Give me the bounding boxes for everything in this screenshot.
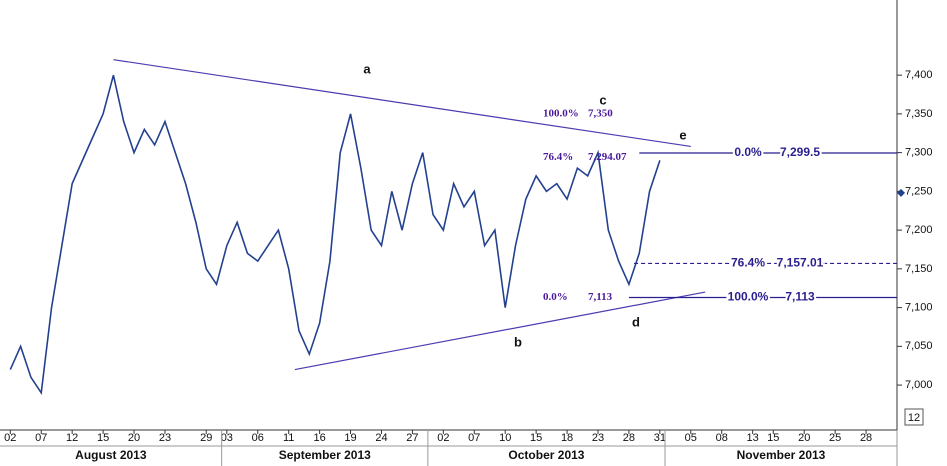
- y-tick-label: 7,150: [905, 263, 933, 275]
- y-tick-label: 7,000: [905, 379, 933, 391]
- fib-note-label: 76.4%: [543, 151, 573, 163]
- x-tick-label: 03: [221, 432, 233, 444]
- wave-label: a: [363, 61, 371, 76]
- wave-label: d: [632, 314, 640, 329]
- x-tick-label: 18: [561, 432, 573, 444]
- x-tick-label: 10: [499, 432, 511, 444]
- fib-note-label: 100.0%: [543, 107, 579, 119]
- y-tick-label: 7,400: [905, 69, 933, 81]
- x-tick-label: 11: [283, 432, 294, 444]
- trendline: [294, 291, 706, 371]
- fib-note-value: 7,350: [588, 107, 613, 119]
- corner-label: 12: [908, 412, 920, 424]
- y-tick-label: 7,050: [905, 340, 933, 352]
- x-tick-label: 28: [860, 432, 872, 444]
- y-tick-label: 7,350: [905, 108, 933, 120]
- x-tick-label: 15: [97, 432, 109, 444]
- x-tick-label: 27: [406, 432, 418, 444]
- fib-level-label: 0.0%: [734, 145, 762, 159]
- x-tick-label: 08: [716, 432, 728, 444]
- fib-level-value: 7,299.5: [780, 145, 820, 159]
- x-tick-label: 06: [252, 432, 264, 444]
- month-label: October 2013: [508, 448, 584, 462]
- wave-label: c: [599, 92, 606, 107]
- x-tick-label: 02: [4, 432, 16, 444]
- x-tick-label: 05: [685, 432, 697, 444]
- x-tick-label: 13: [747, 432, 759, 444]
- x-tick-label: 20: [798, 432, 810, 444]
- fib-level-label: 100.0%: [728, 290, 769, 304]
- month-label: August 2013: [75, 448, 147, 462]
- corner-box: [904, 408, 924, 426]
- x-tick-label: 23: [592, 432, 604, 444]
- x-tick-label: 20: [128, 432, 140, 444]
- last-price-marker: [897, 188, 905, 197]
- y-tick-label: 7,300: [905, 147, 933, 159]
- y-tick-label: 7,250: [905, 185, 933, 197]
- fib-note-value: 7,113: [588, 291, 613, 303]
- x-tick-label: 15: [767, 432, 779, 444]
- x-tick-label: 31: [654, 432, 666, 444]
- wave-label: b: [514, 334, 522, 349]
- x-tick-label: 12: [66, 432, 78, 444]
- wave-label: e: [679, 127, 686, 142]
- y-tick-label: 7,100: [905, 301, 933, 313]
- trendline: [113, 59, 691, 148]
- y-tick-label: 7,200: [905, 224, 933, 236]
- fib-level-label: 76.4%: [731, 256, 765, 270]
- x-tick-label: 19: [344, 432, 356, 444]
- x-tick-label: 07: [468, 432, 480, 444]
- x-tick-label: 28: [623, 432, 635, 444]
- fib-note-value: 7,294.07: [588, 151, 627, 163]
- fib-level-value: 7,113: [785, 290, 815, 304]
- x-tick-label: 07: [35, 432, 47, 444]
- x-tick-label: 16: [313, 432, 325, 444]
- month-label: November 2013: [737, 448, 826, 462]
- x-tick-label: 29: [200, 432, 212, 444]
- month-label: September 2013: [279, 448, 371, 462]
- x-tick-label: 25: [829, 432, 841, 444]
- x-tick-label: 24: [375, 432, 387, 444]
- x-tick-label: 15: [530, 432, 542, 444]
- fib-note-label: 0.0%: [543, 291, 568, 303]
- fib-level-value: 7,157.01: [777, 256, 824, 270]
- x-tick-label: 02: [437, 432, 449, 444]
- x-tick-label: 23: [159, 432, 171, 444]
- price-line: [9, 74, 661, 396]
